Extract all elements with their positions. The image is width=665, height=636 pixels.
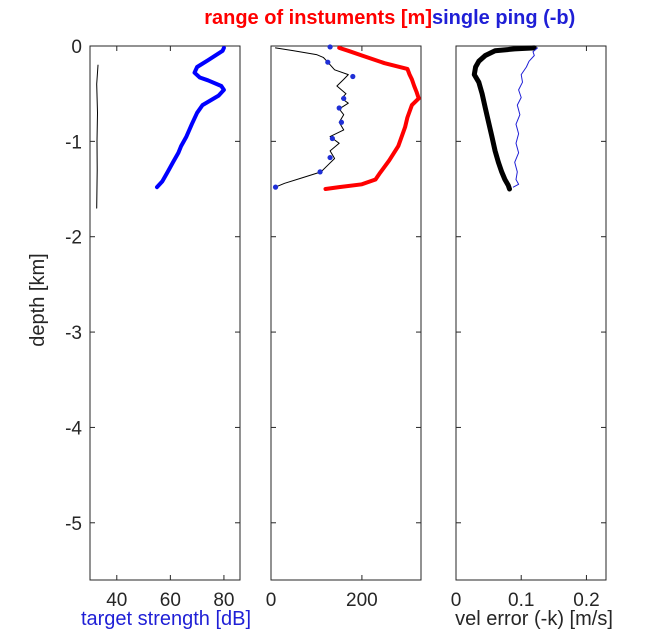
x-tick-label: 0 [451,590,462,611]
axes-frame [455,45,607,581]
y-tick-label: -4 [65,418,82,439]
data-point-marker [341,95,347,102]
data-point-marker [327,44,333,50]
series-line-1 [155,45,226,190]
series-line-0 [96,64,99,209]
series-line-0 [471,45,537,192]
x-tick-label: 80 [213,590,234,611]
chart-title-single-ping: single ping (-b) [432,7,575,29]
y-tick-label: -5 [65,514,82,535]
y-tick-label: -2 [65,228,82,249]
x-axis-label-vel-error: vel error (-k) [m/s] [455,608,613,630]
data-point-marker [317,169,323,175]
x-tick-label: 60 [160,590,181,611]
data-point-marker [350,73,356,80]
x-tick-label: 0.1 [508,590,534,611]
data-point-marker [338,119,345,125]
data-point-marker [329,135,335,142]
chart-title-range: range of instuments [m] [204,7,432,29]
series-line-1 [512,47,538,188]
data-point-marker [336,105,342,111]
x-tick-label: 200 [346,590,378,611]
panel-single-ping: 0 0.1 0.2 [451,45,607,611]
data-point-marker [272,184,279,190]
y-tick-label: -3 [65,323,82,344]
y-axis-label: depth [km] [27,253,49,346]
x-tick-label: 0.2 [573,590,599,611]
data-point-marker [325,59,331,65]
axes-frame [270,45,422,581]
x-tick-label: 0 [266,590,277,611]
x-tick-label: 40 [106,590,127,611]
panel-instrument-range: 0 200 [266,44,422,611]
data-point-marker [327,154,333,161]
series-line-0 [323,45,421,191]
y-tick-label: 0 [71,37,82,58]
x-axis-label-target-strength: target strength [dB] [81,608,251,630]
y-tick-label: -1 [65,132,82,153]
panel-target-strength: 0 -1 -2 -3 -4 -5 40 60 80 [65,37,241,611]
series-line-1 [275,47,349,188]
axes-frame [89,45,241,581]
